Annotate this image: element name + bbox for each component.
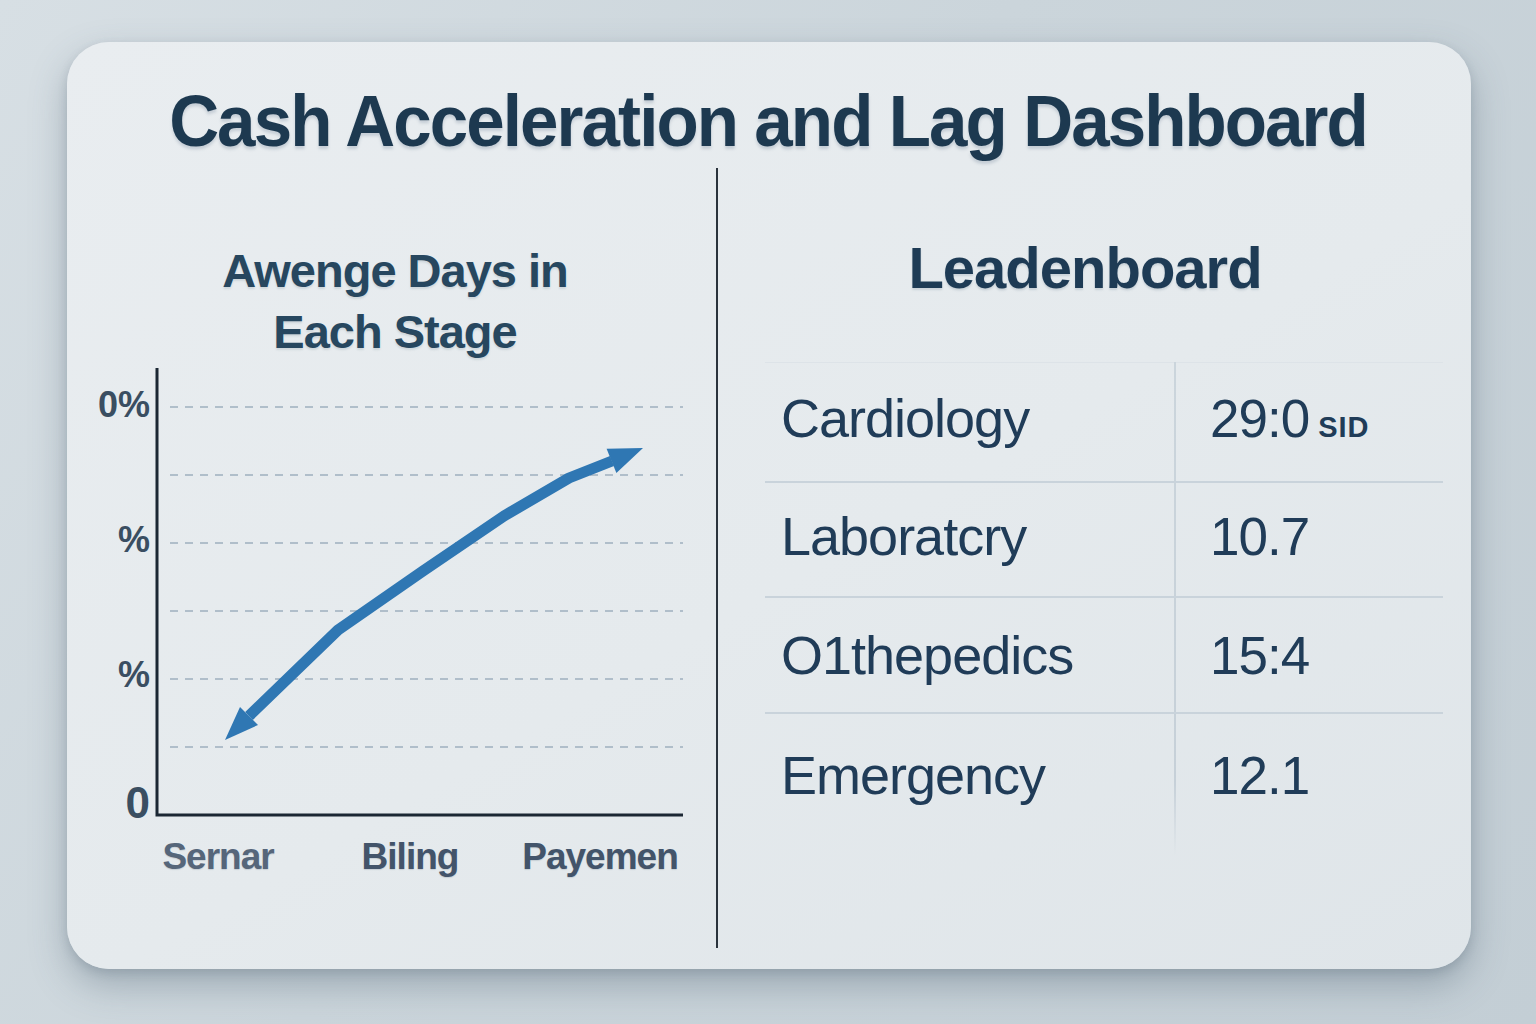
table-top-border — [765, 362, 1443, 363]
up-trend-arrow — [225, 448, 643, 740]
panel-divider — [716, 168, 718, 948]
page-title: Cash Acceleration and Lag Dashboard — [31, 80, 1506, 162]
stage-days-line-chart — [90, 360, 710, 830]
x-axis-label-service: Sernar — [162, 836, 273, 878]
row-value-orthopedics: 15:4 — [1210, 625, 1309, 686]
row-value-number: 29:0 — [1210, 389, 1309, 448]
arrowhead-end — [607, 448, 643, 473]
row-name-laboratory: Laboratcry — [781, 505, 1026, 567]
leaderboard-table: Cardiology 29:0 SID Laboratcry 10.7 O1the… — [765, 362, 1443, 856]
row-name-cardiology: Cardiology — [781, 387, 1029, 449]
row-name-emergency: Emergency — [781, 744, 1045, 806]
chart-title-line2: Each Stage — [273, 305, 516, 358]
row-value-cardiology: 29:0 SID — [1210, 388, 1370, 449]
row-value-unit: SID — [1318, 411, 1369, 443]
x-axis-label-payment: Payemen — [522, 836, 678, 878]
chart-title: Awenge Days in Each Stage — [170, 240, 620, 362]
chart-title-line1: Awenge Days in — [222, 244, 568, 297]
table-column-divider — [1174, 362, 1176, 856]
dashboard-page: { "page": { "title": "Cash Acceleration … — [0, 0, 1536, 1024]
row-name-orthopedics: O1thepedics — [781, 624, 1073, 686]
table-row-divider — [765, 596, 1443, 598]
table-row-divider — [765, 712, 1443, 714]
x-axis-label-billing: Biling — [362, 836, 459, 878]
row-value-emergency: 12.1 — [1210, 745, 1309, 806]
table-row-divider — [765, 481, 1443, 483]
leaderboard-heading: Leadenboard — [908, 234, 1261, 301]
chart-axes — [157, 368, 683, 815]
row-value-laboratory: 10.7 — [1210, 506, 1309, 567]
